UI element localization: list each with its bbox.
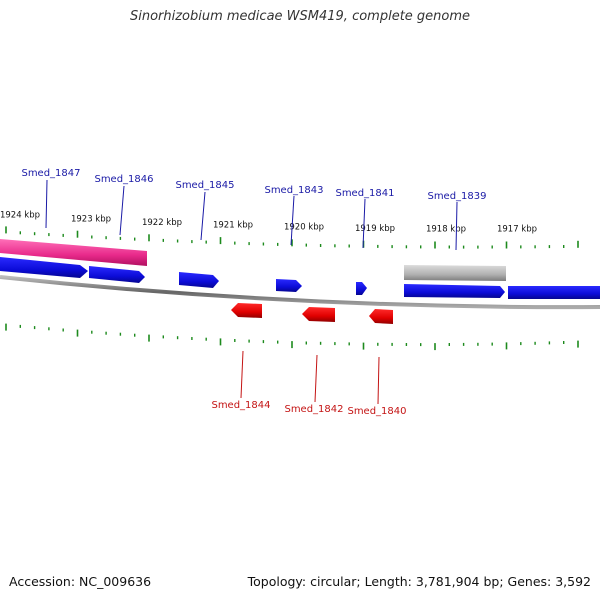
scale-label: 1920 kbp xyxy=(284,223,324,233)
gene-label-smed-1847[interactable]: Smed_1847 xyxy=(21,168,80,179)
upper-tick-track xyxy=(5,226,579,249)
forward-gene-track xyxy=(0,257,600,299)
leader-line-smed-1840 xyxy=(377,356,380,405)
genome-summary-text: Topology: circular; Length: 3,781,904 bp… xyxy=(247,574,591,589)
leader-line-smed-1847 xyxy=(45,179,48,229)
leader-line-smed-1839 xyxy=(455,201,458,251)
accession-text: Accession: NC_009636 xyxy=(9,574,152,589)
gene-label-smed-1843[interactable]: Smed_1843 xyxy=(264,185,323,196)
leader-lines xyxy=(45,179,458,405)
leader-line-smed-1842 xyxy=(314,354,318,403)
pseudo-gene-segment[interactable] xyxy=(404,265,506,281)
forward-gene-segment-right[interactable] xyxy=(508,286,600,299)
reverse-gene-smed-1840[interactable] xyxy=(369,309,393,324)
leader-line-smed-1846 xyxy=(119,185,125,236)
reverse-gene-track xyxy=(231,303,393,324)
gene-labels: Smed_1847 Smed_1846 Smed_1845 Smed_1843 … xyxy=(21,168,486,417)
scale-label: 1917 kbp xyxy=(497,224,537,234)
scale-label: 1919 kbp xyxy=(355,224,395,234)
scale-label: 1924 kbp xyxy=(0,210,40,220)
gene-label-smed-1844[interactable]: Smed_1844 xyxy=(211,400,270,411)
reverse-gene-smed-1844[interactable] xyxy=(231,303,262,318)
forward-gene-smed-1847[interactable] xyxy=(0,257,88,278)
leader-line-smed-1844 xyxy=(240,350,244,399)
lower-tick-track xyxy=(5,323,579,351)
leader-line-smed-1845 xyxy=(200,191,206,241)
gene-label-smed-1842[interactable]: Smed_1842 xyxy=(284,404,343,415)
forward-gene-smed-1839[interactable] xyxy=(404,284,505,298)
highlight-region[interactable] xyxy=(0,239,147,266)
gene-label-smed-1840[interactable]: Smed_1840 xyxy=(347,406,406,417)
forward-gene-smed-1845[interactable] xyxy=(179,272,219,288)
map-title: Sinorhizobium medicae WSM419, complete g… xyxy=(129,9,471,24)
leader-line-smed-1841 xyxy=(362,198,366,249)
forward-gene-smed-1841[interactable] xyxy=(356,282,367,295)
gene-label-smed-1846[interactable]: Smed_1846 xyxy=(94,174,153,185)
scale-labels: 1924 kbp 1923 kbp 1922 kbp 1921 kbp 1920 kbp… xyxy=(0,210,537,234)
reverse-gene-smed-1842[interactable] xyxy=(302,307,335,322)
genome-backbone xyxy=(0,275,600,310)
gene-label-smed-1839[interactable]: Smed_1839 xyxy=(427,191,486,202)
leader-line-smed-1843 xyxy=(290,195,295,246)
scale-label: 1922 kbp xyxy=(142,218,182,228)
forward-gene-smed-1843[interactable] xyxy=(276,279,302,292)
scale-label: 1923 kbp xyxy=(71,214,111,224)
scale-label: 1921 kbp xyxy=(213,221,253,231)
forward-gene-smed-1846[interactable] xyxy=(89,266,145,283)
scale-label: 1918 kbp xyxy=(426,225,466,235)
gene-label-smed-1841[interactable]: Smed_1841 xyxy=(335,188,394,199)
gene-label-smed-1845[interactable]: Smed_1845 xyxy=(175,180,234,191)
